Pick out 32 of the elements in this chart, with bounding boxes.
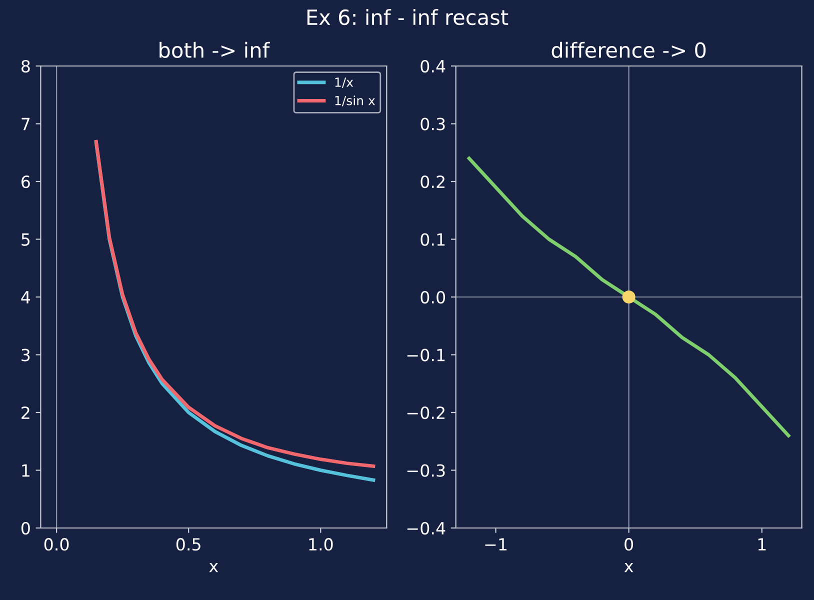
legend-label: 1/sin x [335,96,375,106]
text: Ex 6: inf - inf recast [307,9,508,26]
y-tick-label: 6 [22,175,30,188]
y-tick-label: 0.3 [420,118,445,130]
x-tick-label: 1.0 [309,538,333,551]
x-tick-label: 0 [624,538,634,551]
y-tick-label: 0.2 [420,175,444,188]
legend-label: 1/x [335,78,354,88]
x-tick-label: 1 [758,538,766,550]
x-tick-label: 0.0 [44,538,69,551]
y-tick-label: 0 [21,522,30,535]
chart-title: difference -> 0 [552,42,706,58]
y-tick-label: 0.4 [420,60,446,73]
y-tick-label: 4 [21,291,30,304]
line-series [467,156,790,438]
y-tick-label: 0.1 [420,233,445,246]
y-tick-label: 0.0 [420,290,446,304]
y-tick-label: −0.1 [407,348,445,362]
y-tick-label: 2 [22,406,30,419]
y-tick-label: 3 [22,348,30,362]
y-tick-label: 8 [22,60,30,73]
chart-title: both -> inf [160,42,270,58]
x-tick-label: −1 [485,538,506,550]
x-tick-label: 0.5 [176,538,200,551]
x-axis-title: x [209,562,218,572]
y-tick-label: −0.3 [407,464,445,477]
y-tick-label: 7 [22,118,30,130]
y-tick-label: −0.2 [407,406,444,420]
y-tick-label: −0.4 [407,522,446,535]
y-tick-label: 1 [22,464,30,477]
x-axis-title: x [624,562,634,572]
y-tick-label: 5 [22,233,30,246]
